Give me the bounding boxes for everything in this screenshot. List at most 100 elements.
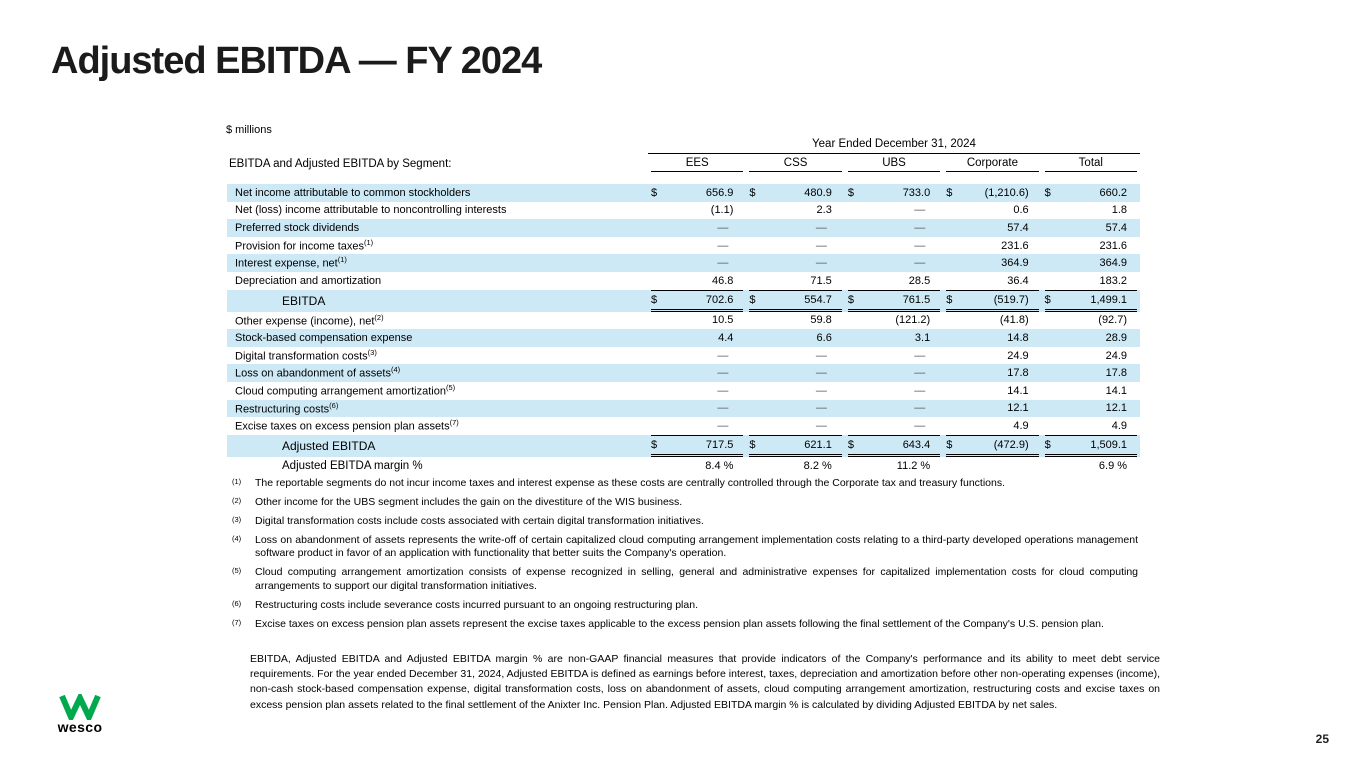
value-cell: — — [717, 384, 729, 397]
value-cell — [943, 457, 1041, 475]
value-cell: — — [914, 384, 926, 397]
value-cell: $ (472.9) — [943, 434, 1041, 457]
footnote-text: Excise taxes on excess pension plan asse… — [255, 617, 1104, 630]
table-row: Net (loss) income attributable to noncon… — [227, 202, 1140, 220]
value-cell: — — [815, 349, 827, 362]
value-cell: 12.1 — [1007, 402, 1029, 415]
table-row: Depreciation and amortization 46.8 71.5 28.… — [227, 272, 1140, 290]
footnote: (6) Restructuring costs include severance… — [232, 599, 1138, 613]
value-cell: — — [717, 367, 729, 380]
footnote: (4) Loss on abandonment of assets represe… — [232, 534, 1138, 562]
value-cell: $621.1 — [746, 434, 844, 457]
table-row: Loss on abandonment of assets(4) — — — 17.8 1… — [227, 364, 1140, 382]
segment-ebitda-table: Year Ended December 31, 2024 EBITDA and … — [227, 138, 1140, 474]
table-row: Stock-based compensation expense 4.4 6.6 3.… — [227, 329, 1140, 347]
value-cell: 1.8 — [1111, 204, 1128, 217]
column-header-total: Total — [1042, 157, 1140, 172]
value-cell: $ (1,210.6) — [946, 186, 1029, 199]
value-cell: 14.1 — [1105, 384, 1128, 397]
value-cell: 17.8 — [1007, 367, 1029, 380]
value-cell: 57.4 — [1105, 221, 1128, 234]
value-cell: — — [717, 221, 729, 234]
column-header-ubs: UBS — [845, 157, 943, 172]
value-cell: — — [815, 402, 827, 415]
value-cell: — — [717, 257, 729, 270]
value-cell: $656.9 — [651, 186, 734, 199]
value-cell: 14.8 — [1007, 331, 1029, 344]
value-cell: 364.9 — [1099, 257, 1128, 270]
value-cell: $1,499.1 — [1042, 289, 1140, 312]
units-label: $ millions — [226, 124, 272, 136]
period-header: Year Ended December 31, 2024 — [648, 138, 1140, 154]
table-row: Interest expense, net(1) — — — 364.9 364.9 — [227, 254, 1140, 272]
table-row: Preferred stock dividends — — — 57.4 57.4 — [227, 219, 1140, 237]
table-row: Adjusted EBITDA margin % 8.4 % 8.2 % 11.2 %… — [227, 457, 1140, 475]
value-cell: — — [914, 367, 926, 380]
footnote: (1) The reportable segments do not incur … — [232, 477, 1138, 491]
column-header-css: CSS — [746, 157, 844, 172]
value-cell: $761.5 — [845, 289, 943, 312]
value-cell: 183.2 — [1099, 274, 1128, 287]
footnote-number: (6) — [232, 599, 242, 609]
value-cell: 24.9 — [1007, 349, 1029, 362]
table-row: EBITDA $702.6 $554.7 $761.5 $ (519.7) $1,499.1 — [227, 289, 1140, 312]
table-row: Provision for income taxes(1) — — — 231.6 231… — [227, 237, 1140, 255]
value-cell: 4.4 — [718, 331, 734, 344]
row-label: Loss on abandonment of assets(4) — [235, 366, 401, 380]
value-cell: $702.6 — [648, 289, 746, 312]
table-row: Adjusted EBITDA $717.5 $621.1 $643.4 $ (472.9… — [227, 434, 1140, 457]
footnote: (5) Cloud computing arrangement amortizat… — [232, 566, 1138, 594]
slide-title: Adjusted EBITDA — FY 2024 — [51, 40, 542, 82]
footnote-text: The reportable segments do not incur inc… — [255, 477, 1006, 489]
table-row: Digital transformation costs(3) — — — 24.9 24… — [227, 347, 1140, 365]
non-gaap-disclosure: EBITDA, Adjusted EBITDA and Adjusted EBI… — [250, 653, 1160, 711]
table-row: Excise taxes on excess pension plan asse… — [227, 417, 1140, 435]
row-label: Depreciation and amortization — [235, 274, 382, 287]
value-cell: $733.0 — [847, 186, 931, 199]
value-cell: — — [914, 239, 926, 252]
wesco-logo: wesco — [52, 694, 108, 735]
footnote: (2) Other income for the UBS segment incl… — [232, 496, 1138, 510]
value-cell: 36.4 — [1007, 274, 1029, 287]
footnote-number: (2) — [232, 495, 242, 505]
row-label: Excise taxes on excess pension plan asse… — [235, 419, 459, 433]
table-row: Restructuring costs(6) — — — 12.1 12.1 — [227, 399, 1140, 418]
wesco-w-icon — [52, 694, 108, 720]
value-cell: — — [815, 419, 827, 432]
value-cell: — — [717, 239, 729, 252]
footnote-number: (1) — [232, 477, 242, 486]
value-cell: $717.5 — [648, 434, 746, 457]
footnotes: (1) The reportable segments do not incur … — [232, 477, 1138, 637]
row-label: Other expense (income), net(2) — [235, 313, 384, 328]
value-cell: — — [914, 221, 926, 234]
value-cell: 8.2 % — [803, 459, 832, 472]
table-row: Net income attributable to common stockh… — [227, 184, 1140, 202]
value-cell: 12.1 — [1105, 402, 1128, 415]
row-label: Digital transformation costs(3) — [235, 348, 377, 363]
value-cell: — — [914, 204, 926, 217]
column-header-corporate: Corporate — [943, 157, 1041, 172]
footnote: (7) Excise taxes on excess pension plan a… — [232, 618, 1138, 632]
value-cell: — — [914, 257, 926, 270]
wesco-wordmark: wesco — [57, 719, 103, 735]
row-label: Net (loss) income attributable to noncon… — [235, 204, 507, 217]
footnote-number: (4) — [232, 533, 242, 543]
value-cell: 4.9 — [1013, 419, 1029, 432]
column-header-row: EBITDA and Adjusted EBITDA by Segment: E… — [227, 157, 1140, 172]
value-cell: — — [717, 349, 729, 362]
value-cell: — — [815, 239, 827, 252]
footnote-text: Loss on abandonment of assets represents… — [255, 533, 1138, 560]
value-cell: (121.2) — [895, 314, 931, 327]
period-spacer — [227, 138, 648, 154]
row-label: Restructuring costs(6) — [235, 401, 339, 416]
value-cell: 17.8 — [1105, 367, 1128, 380]
value-cell: — — [914, 419, 926, 432]
value-cell: 28.9 — [1105, 331, 1128, 344]
value-cell: 71.5 — [810, 274, 832, 287]
value-cell: 231.6 — [1001, 239, 1029, 252]
value-cell: 10.5 — [711, 314, 734, 327]
value-cell: 6.6 — [816, 331, 832, 344]
value-cell: $643.4 — [845, 434, 943, 457]
value-cell: $ (519.7) — [943, 289, 1041, 312]
